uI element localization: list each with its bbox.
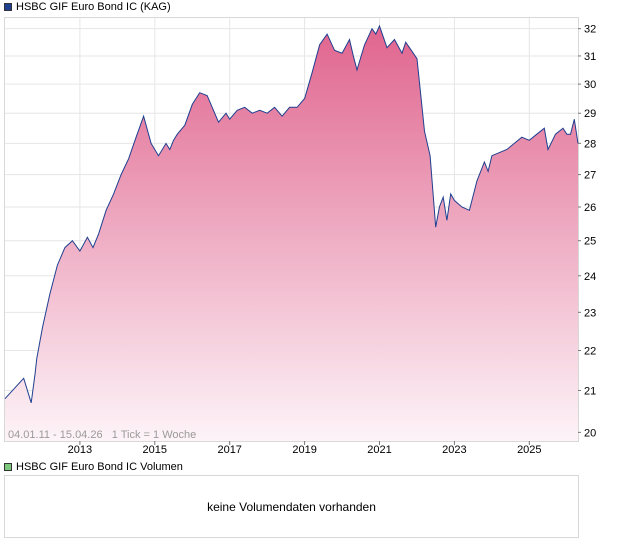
y-tick-label: 32 xyxy=(584,24,596,36)
x-axis-ticks: 2013 2015 2017 2019 2021 2023 2025 xyxy=(68,441,542,456)
y-tick-label: 22 xyxy=(584,346,596,358)
volume-legend: HSBC GIF Euro Bond IC Volumen xyxy=(4,461,183,473)
y-tick-label: 31 xyxy=(584,51,596,63)
volume-empty-message: keine Volumendaten vorhanden xyxy=(207,500,376,514)
x-tick-label: 2021 xyxy=(367,444,391,456)
y-tick-label: 21 xyxy=(584,385,596,397)
x-tick-label: 2013 xyxy=(68,444,92,456)
volume-legend-label: HSBC GIF Euro Bond IC Volumen xyxy=(16,461,183,473)
y-tick-label: 23 xyxy=(584,307,596,319)
price-area-fill xyxy=(5,26,578,441)
volume-panel-frame xyxy=(4,475,579,538)
y-tick-label: 30 xyxy=(584,79,596,91)
price-line xyxy=(4,24,579,403)
volume-legend-swatch xyxy=(4,463,12,471)
y-tick-label: 29 xyxy=(584,108,596,120)
x-tick-label: 2025 xyxy=(517,444,541,456)
x-tick-label: 2017 xyxy=(217,444,241,456)
y-tick-label: 26 xyxy=(584,202,596,214)
price-legend-label: HSBC GIF Euro Bond IC (KAG) xyxy=(16,1,171,13)
x-tick-label: 2019 xyxy=(292,444,316,456)
y-tick-label: 24 xyxy=(584,271,596,283)
y-axis-ticks: 20 21 22 23 24 25 26 27 28 29 30 31 32 xyxy=(578,24,596,439)
y-tick-label: 27 xyxy=(584,170,596,182)
x-tick-label: 2023 xyxy=(442,444,466,456)
y-tick-label: 25 xyxy=(584,236,596,248)
x-tick-label: 2015 xyxy=(143,444,167,456)
y-tick-label: 20 xyxy=(584,427,596,439)
y-tick-label: 28 xyxy=(584,138,596,150)
range-label: 04.01.11 - 15.04.26 1 Tick = 1 Woche xyxy=(8,429,196,441)
price-legend: HSBC GIF Euro Bond IC (KAG) xyxy=(4,1,171,13)
price-legend-swatch xyxy=(4,3,12,11)
